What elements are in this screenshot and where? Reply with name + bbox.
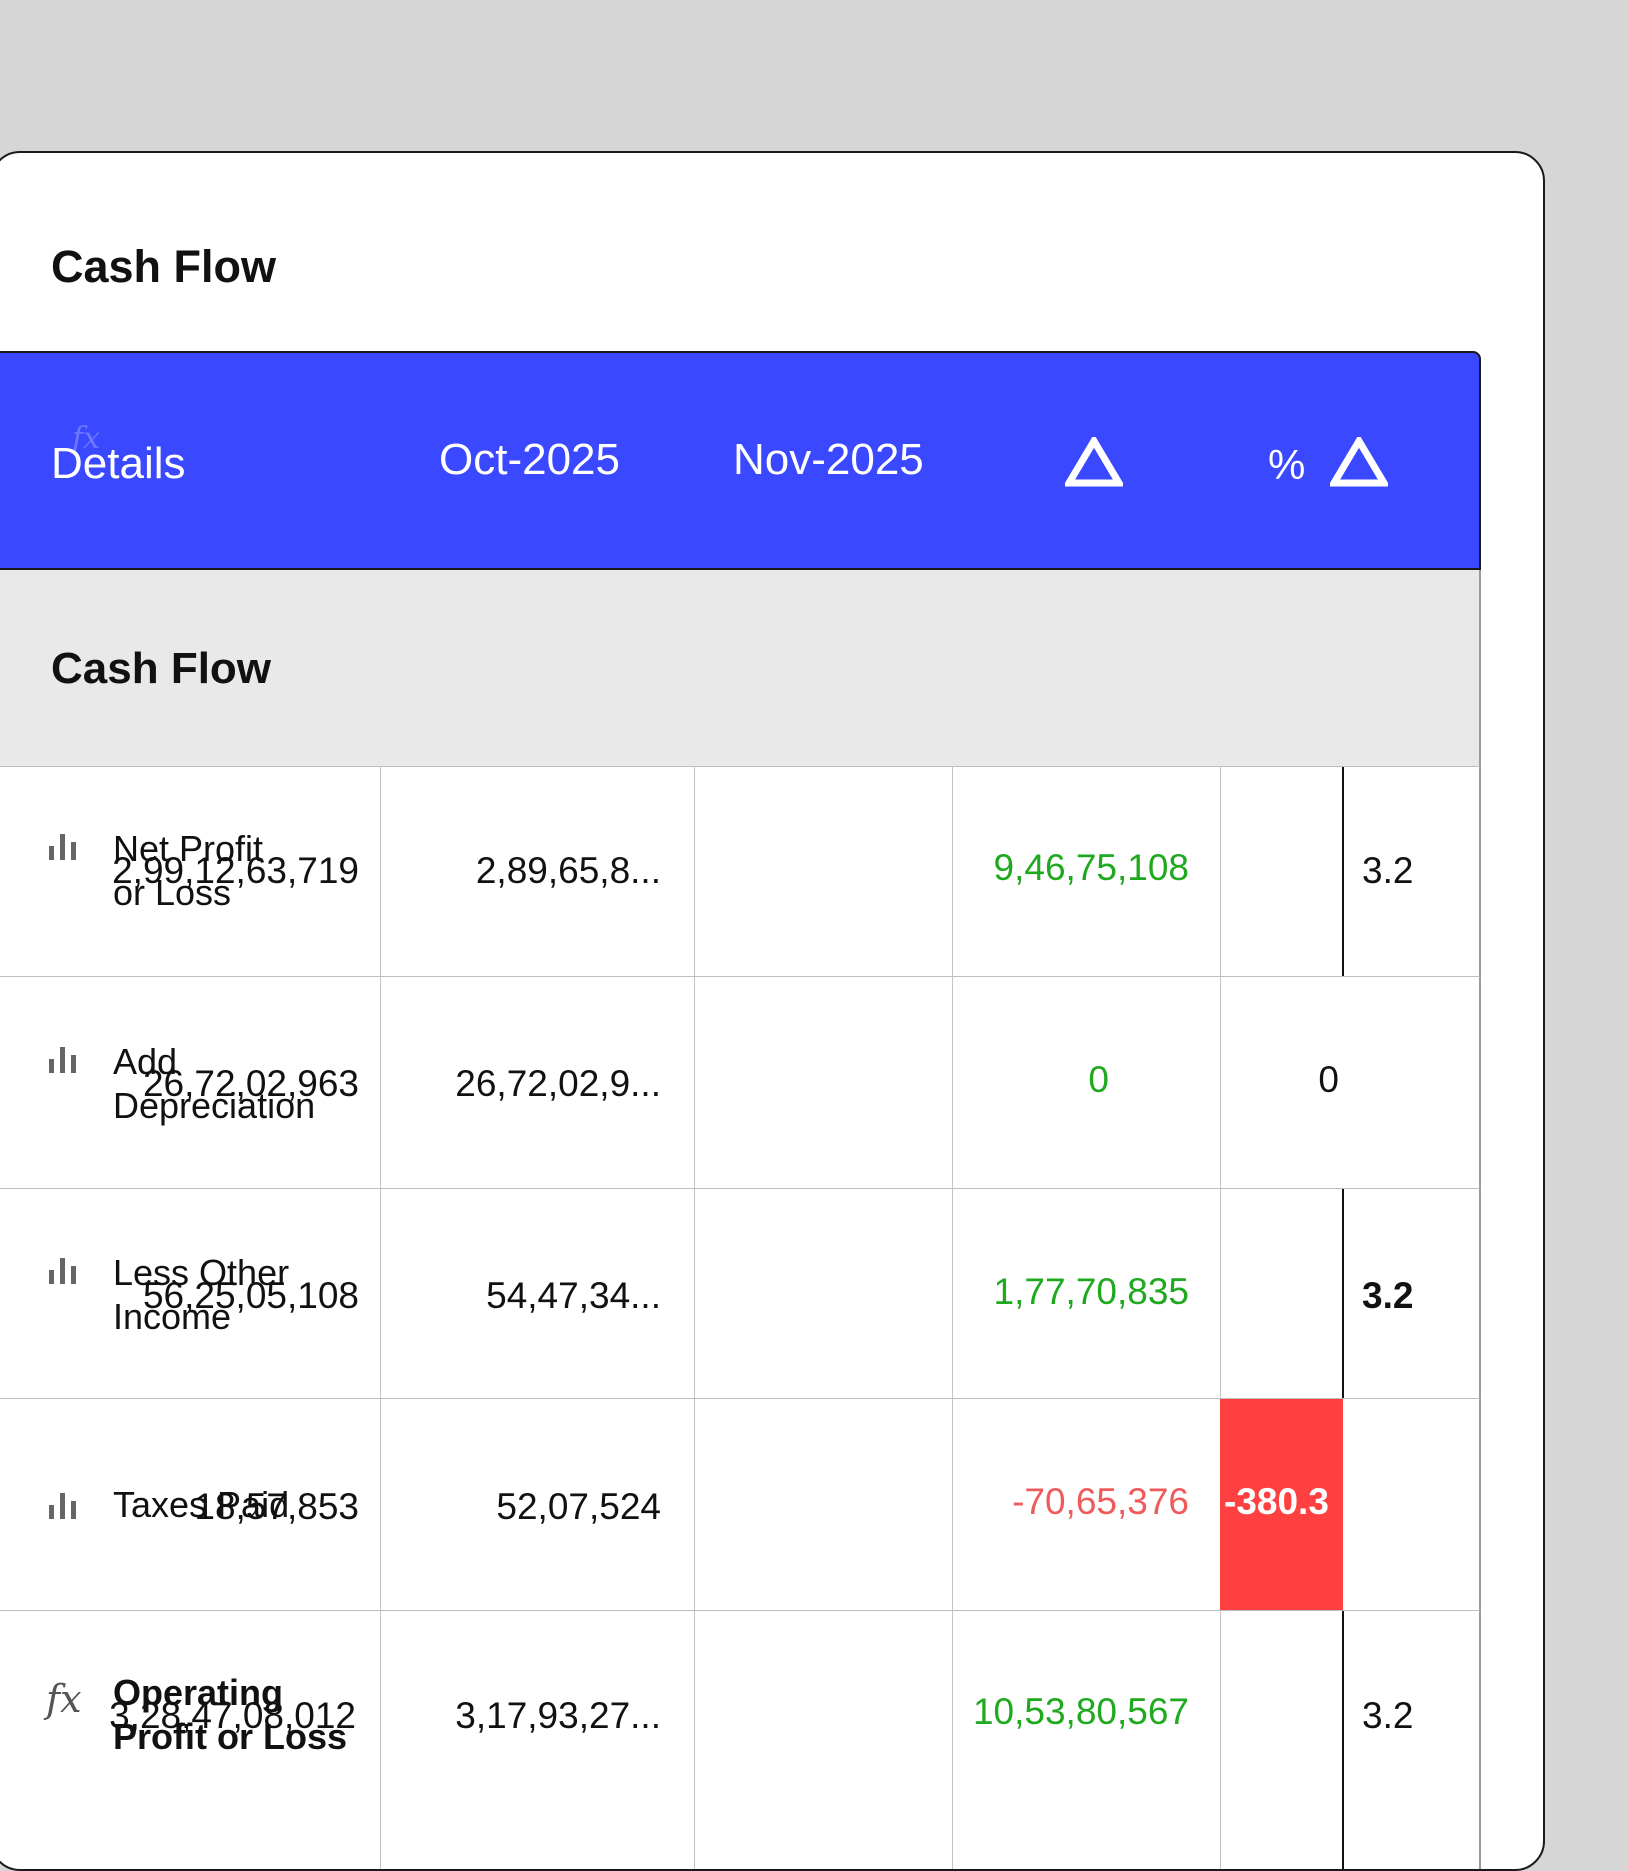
nov-value: 26,72,02,9... [455,1063,661,1104]
header-percent-delta[interactable] [1330,435,1388,487]
bar-chart-icon[interactable] [46,829,80,863]
bar-chart-icon[interactable] [46,1253,80,1287]
bar-divider [1342,767,1344,976]
table-row[interactable]: Taxes Paid 18,57,853 52,07,524 -70,65,37… [0,1398,1481,1610]
fx-ghost-icon: fx [72,421,101,456]
nov-value: 52,07,524 [496,1486,661,1527]
negative-alert-cell [1220,1399,1343,1610]
delta-icon [1065,437,1123,487]
row-label: Operating Profit or Loss [113,1672,348,1757]
percent-value: 3.2 [1362,1695,1414,1736]
percent-value: 3.2 [1362,1275,1414,1316]
header-delta[interactable] [1065,435,1123,487]
delta-value: -70,65,376 [1012,1481,1189,1522]
row-label: Add Depreciation [113,1041,316,1126]
nov-value: 3,17,93,27... [455,1695,661,1736]
row-label: Taxes Paid [113,1484,290,1525]
bar-divider [1342,1189,1344,1398]
oct-value: 3,28,47,08,012 [109,1695,356,1736]
table-row[interactable]: fx Operating Profit or Loss 3,28,47,08,0… [0,1610,1481,1869]
delta-value: 9,46,75,108 [993,847,1189,888]
row-label: Net Profit or Loss [113,828,264,913]
card-title: Cash Flow [51,241,277,292]
table-header: fx Details Oct-2025 Nov-2025 % [0,351,1481,570]
oct-value: 56,25,05,108 [142,1275,359,1316]
delta-value: 0 [1088,1059,1109,1100]
header-nov-2025[interactable]: Nov-2025 [733,435,924,484]
delta-value: 10,53,80,567 [972,1691,1189,1732]
nov-value: 2,89,65,8... [475,850,661,891]
section-row: Cash Flow [0,570,1481,766]
function-fx-icon[interactable]: fx [46,1677,82,1721]
table-row[interactable]: Add Depreciation 26,72,02,963 26,72,02,9… [0,976,1481,1188]
row-label: Less Other Income [113,1252,290,1337]
section-title: Cash Flow [51,644,272,693]
percent-value: 0 [1318,1059,1339,1100]
cash-flow-card: Cash Flow fx Details Oct-2025 Nov-2025 %… [0,151,1545,1871]
delta-icon [1330,437,1388,487]
nov-value: 54,47,34... [486,1275,661,1316]
table-row[interactable]: Net Profit or Loss 2,99,12,63,719 2,89,6… [0,766,1481,976]
percent-value: 3.2 [1362,850,1414,891]
cash-flow-table: fx Details Oct-2025 Nov-2025 % Cash Flow [0,351,1481,1869]
oct-value: 18,57,853 [194,1486,359,1527]
table-row[interactable]: Less Other Income 56,25,05,108 54,47,34.… [0,1188,1481,1398]
percent-value: -380.3 [1224,1481,1329,1522]
bar-chart-icon[interactable] [46,1488,80,1522]
header-oct-2025[interactable]: Oct-2025 [439,435,620,484]
oct-value: 2,99,12,63,719 [112,850,359,891]
header-percent-label[interactable]: % [1268,441,1306,488]
delta-value: 1,77,70,835 [993,1271,1189,1312]
bar-divider [1342,1611,1344,1869]
oct-value: 26,72,02,963 [142,1063,359,1104]
bar-chart-icon[interactable] [46,1042,80,1076]
header-details[interactable]: Details [51,439,186,488]
